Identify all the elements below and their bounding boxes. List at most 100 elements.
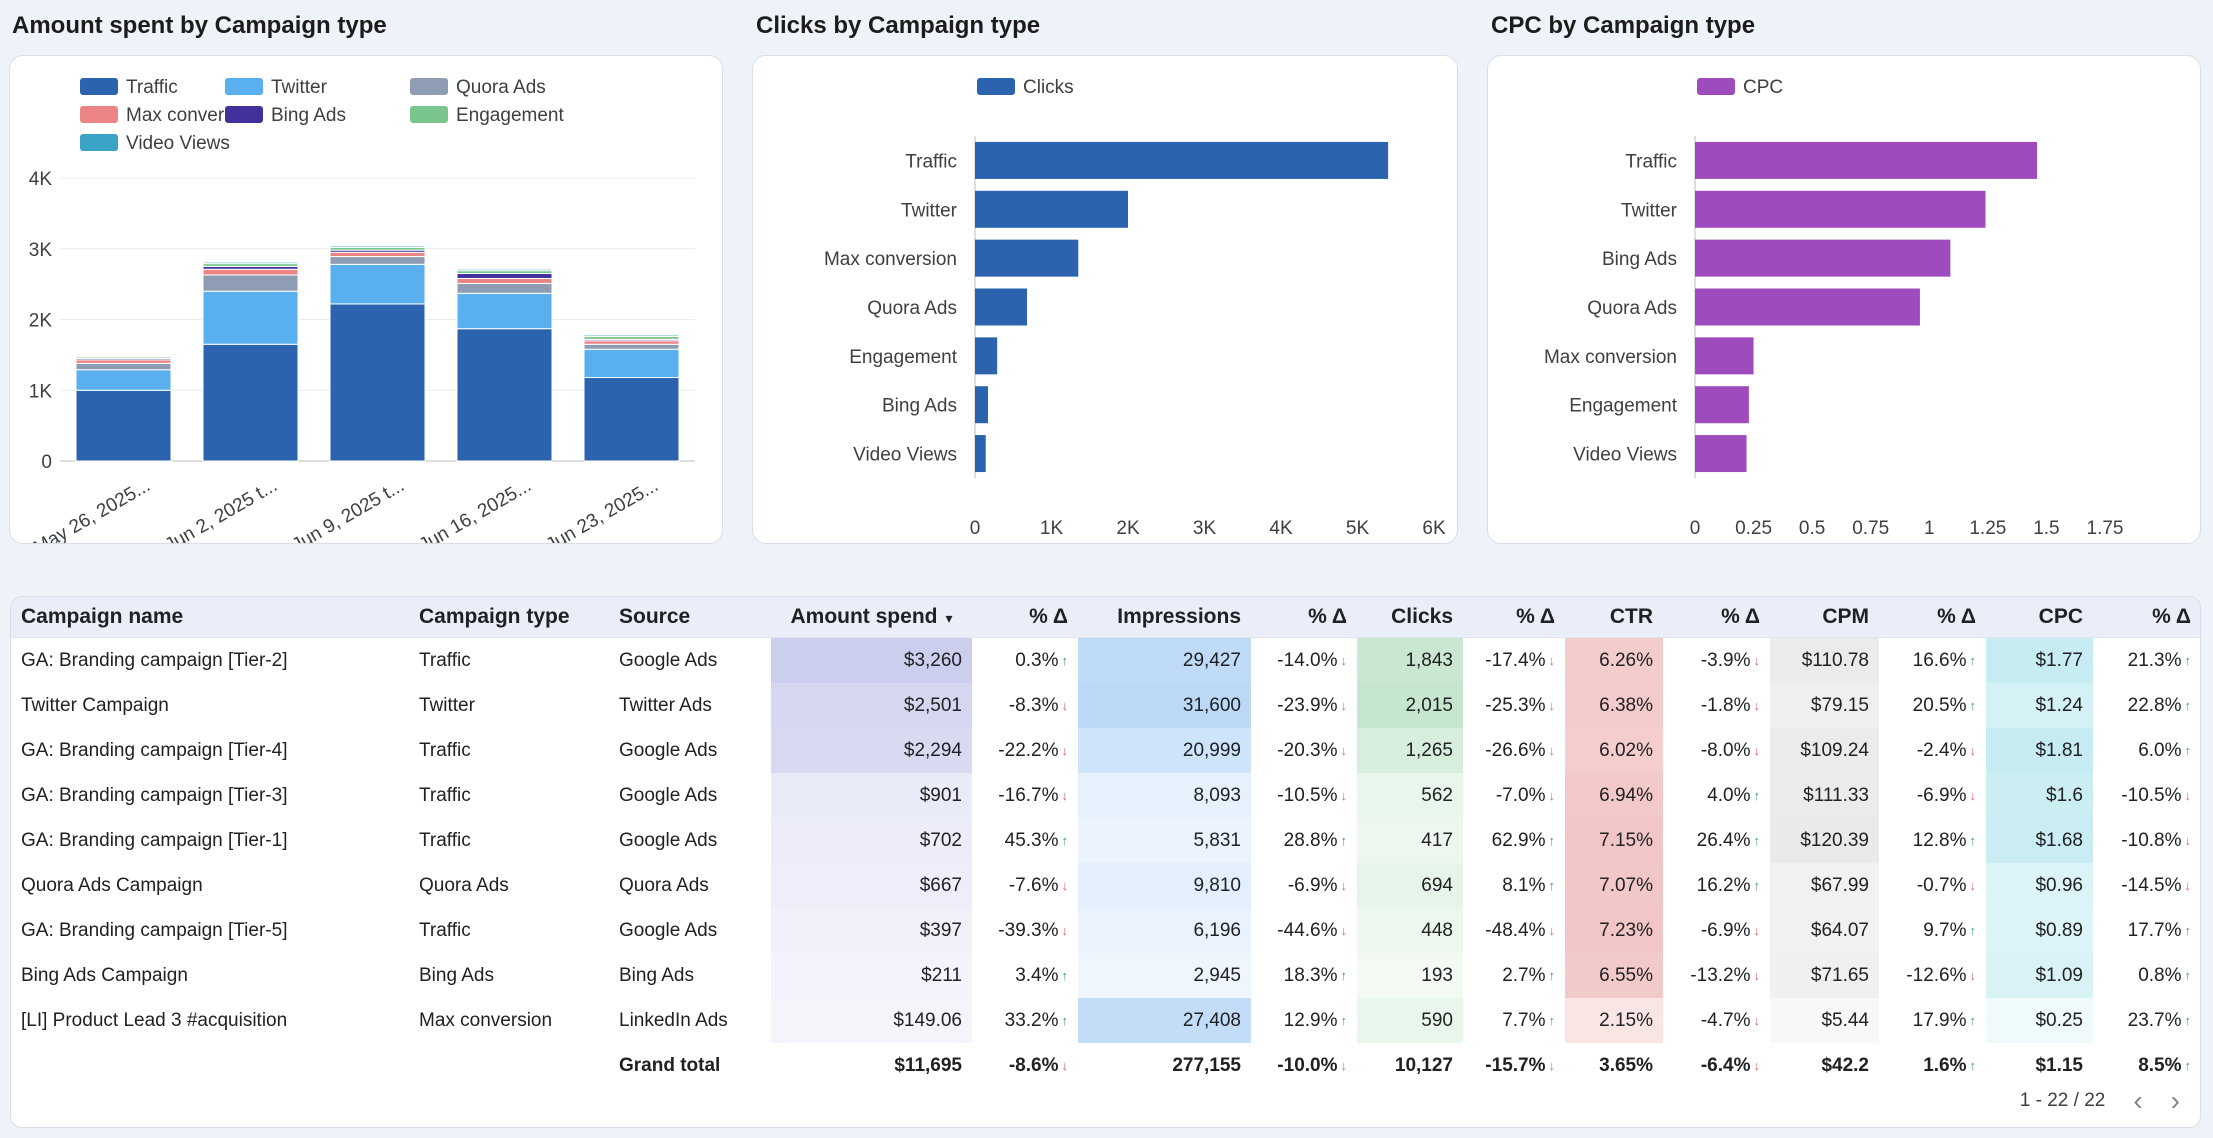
table-row[interactable]: GA: Branding campaign [Tier-1] Traffic Goo… [11,818,2200,863]
bar-segment [202,268,299,276]
table-row[interactable]: GA: Branding campaign [Tier-3] Traffic Goo… [11,773,2200,818]
campaign-type-cell: Traffic [419,919,471,941]
total-cpc-delta-cell: 8.5% ↑ [2138,1054,2191,1076]
ctr-delta-cell: 4.0% ↑ [1707,784,1760,806]
chevron-left-icon[interactable]: ‹ [2133,1085,2143,1116]
ctr-delta-cell: -6.9% ↓ [1700,919,1760,941]
table-row[interactable]: GA: Branding campaign [Tier-5] Traffic Goo… [11,908,2200,953]
arrow-down-icon: ↓ [1061,697,1069,713]
bar-segment [456,292,553,330]
arrow-down-icon: ↓ [1753,652,1761,668]
category-label: Quora Ads [867,298,957,319]
header-impressions-delta[interactable]: % Δ [1251,597,1357,638]
header-cpm[interactable]: CPM [1770,597,1879,638]
bar-segment [583,340,680,345]
cpm-cell: $111.33 [1770,773,1879,818]
clicks-delta-cell: -48.4% ↓ [1485,919,1555,941]
arrow-up-icon: ↑ [2184,1012,2192,1028]
total-spend-delta-cell: -8.6% ↓ [1008,1054,1068,1076]
table-row[interactable]: GA: Branding campaign [Tier-2] Traffic Goo… [11,637,2200,683]
arrow-up-icon: ↑ [1969,652,1977,668]
table-row[interactable]: Bing Ads Campaign Bing Ads Bing Ads $211 3.4… [11,953,2200,998]
header-ctr[interactable]: CTR [1565,597,1663,638]
arrow-down-icon: ↓ [1061,787,1069,803]
arrow-up-icon: ↑ [2184,697,2192,713]
header-ctr-delta[interactable]: % Δ [1663,597,1770,638]
campaign-name-cell: GA: Branding campaign [Tier-2] [21,649,288,671]
clicks-cell: 2,015 [1357,683,1463,728]
impr-cell: 29,427 [1078,637,1251,683]
sort-desc-icon[interactable]: ▾ [945,610,953,626]
arrow-down-icon: ↓ [1061,742,1069,758]
header-clicks-delta[interactable]: % Δ [1463,597,1565,638]
bar-segment [202,274,299,292]
header-cpm-delta[interactable]: % Δ [1879,597,1986,638]
total-clicks-delta-cell: -15.7% ↓ [1485,1054,1556,1076]
total-ctr-cell: 3.65% [1599,1054,1653,1076]
bar-segment [456,282,553,294]
table-header-row: Campaign name Campaign type Source Amount s… [11,597,2200,638]
header-amount-spend-delta[interactable]: % Δ [972,597,1078,638]
spend-cell: $2,294 [771,728,972,773]
arrow-up-icon: ↑ [1061,967,1069,983]
bar-segment [456,277,553,284]
header-campaign-name[interactable]: Campaign name [11,597,409,638]
legend-label: CPC [1743,77,1783,98]
x-tick-label: 0.25 [1735,518,1772,539]
source-cell: LinkedIn Ads [619,1009,728,1031]
bar-segment [456,273,553,279]
clicks-delta-cell: -17.4% ↓ [1485,649,1555,671]
table-row[interactable]: Twitter Campaign Twitter Twitter Ads $2,501… [11,683,2200,728]
cpc-delta-cell: -10.8% ↓ [2121,829,2192,851]
ctr-cell: 6.26% [1565,637,1663,683]
arrow-down-icon: ↓ [1548,1057,1556,1073]
clicks-bar [975,435,986,473]
bar-segment [329,245,426,248]
clicks-bar [975,288,1028,326]
legend-swatch-twitter [225,78,263,95]
x-tick-label: Jun 2, 2025 t... [162,475,281,544]
header-campaign-type[interactable]: Campaign type [409,597,609,638]
arrow-down-icon: ↓ [1753,742,1761,758]
spend-delta-cell: 3.4% ↑ [1015,964,1069,986]
table-row[interactable]: Quora Ads Campaign Quora Ads Quora Ads $667… [11,863,2200,908]
cpc-bar [1695,386,1749,424]
legend-swatch-engagement [410,106,448,123]
header-cpc[interactable]: CPC [1986,597,2093,638]
arrow-down-icon: ↓ [1340,742,1348,758]
header-impressions[interactable]: Impressions [1078,597,1251,638]
table-row[interactable]: GA: Branding campaign [Tier-4] Traffic Goo… [11,728,2200,773]
clicks-delta-cell: 2.7% ↑ [1502,964,1555,986]
cpm-delta-cell: 12.8% ↑ [1912,829,1976,851]
chevron-right-icon[interactable]: › [2170,1085,2180,1116]
chart-title-amount-spent: Amount spent by Campaign type [12,12,387,39]
bar-segment [583,348,680,379]
cpc-delta-cell: 17.7% ↑ [2127,919,2191,941]
arrow-down-icon: ↓ [1753,967,1761,983]
x-tick-label: 0 [1690,518,1701,539]
spend-cell: $901 [771,773,972,818]
header-cpc-delta[interactable]: % Δ [2093,597,2200,638]
clicks-delta-cell: 8.1% ↑ [1502,874,1555,896]
header-amount-spend[interactable]: Amount spend ▾ [771,597,972,638]
arrow-down-icon: ↓ [2184,832,2192,848]
cpm-cell: $79.15 [1770,683,1879,728]
header-clicks[interactable]: Clicks [1357,597,1463,638]
source-cell: Bing Ads [619,964,694,986]
bar-segment [329,303,426,462]
ctr-delta-cell: 16.2% ↑ [1696,874,1760,896]
x-tick-label: Jun 16, 2025... [416,475,535,544]
table-row[interactable]: [LI] Product Lead 3 #acquisition Max conv… [11,998,2200,1043]
arrow-down-icon: ↓ [1548,787,1556,803]
total-impr-delta-cell: -10.0% ↓ [1277,1054,1347,1076]
empty-cell [11,1043,409,1088]
legend-label: Bing Ads [271,105,346,126]
arrow-up-icon: ↑ [2184,742,2192,758]
chart-title-clicks: Clicks by Campaign type [756,12,1041,39]
ctr-delta-cell: -3.9% ↓ [1700,649,1761,671]
bar-segment [583,334,680,337]
clicks-cell: 1,265 [1357,728,1463,773]
clicks-cell: 590 [1357,998,1463,1043]
cpc-delta-cell: 23.7% ↑ [2127,1009,2192,1031]
header-source[interactable]: Source [609,597,771,638]
